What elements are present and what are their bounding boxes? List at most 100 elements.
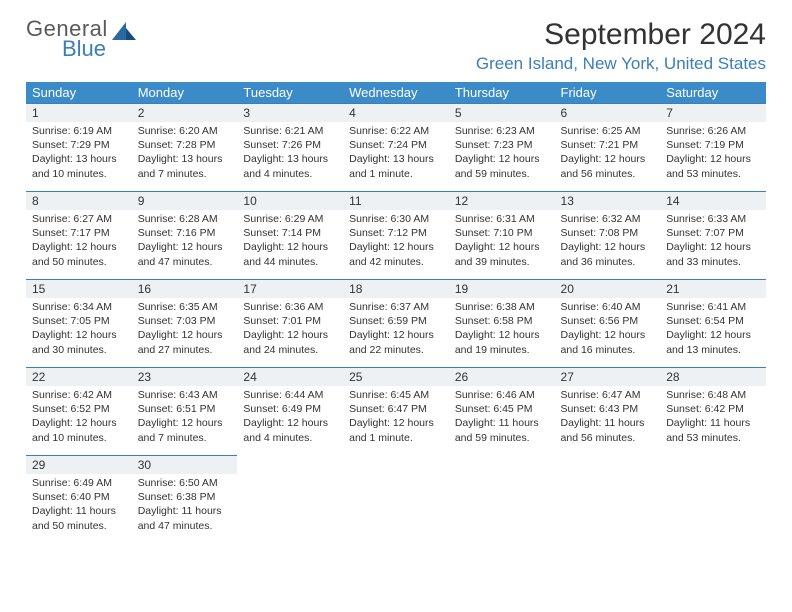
sunset-text: Sunset: 6:40 PM [32,490,126,504]
sunset-text: Sunset: 6:45 PM [455,402,549,416]
sunset-text: Sunset: 6:49 PM [243,402,337,416]
day-details: Sunrise: 6:50 AMSunset: 6:38 PMDaylight:… [132,474,238,533]
sunrise-text: Sunrise: 6:44 AM [243,388,337,402]
weekday-header: Friday [555,82,661,103]
calendar-cell: 18Sunrise: 6:37 AMSunset: 6:59 PMDayligh… [343,279,449,367]
day-cell: 29Sunrise: 6:49 AMSunset: 6:40 PMDayligh… [26,455,132,543]
calendar-cell: 29Sunrise: 6:49 AMSunset: 6:40 PMDayligh… [26,455,132,543]
day-details: Sunrise: 6:31 AMSunset: 7:10 PMDaylight:… [449,210,555,269]
calendar-cell: 26Sunrise: 6:46 AMSunset: 6:45 PMDayligh… [449,367,555,455]
calendar-cell: 24Sunrise: 6:44 AMSunset: 6:49 PMDayligh… [237,367,343,455]
day-cell: 12Sunrise: 6:31 AMSunset: 7:10 PMDayligh… [449,191,555,279]
empty-day-cell [555,455,661,543]
sunrise-text: Sunrise: 6:38 AM [455,300,549,314]
sunset-text: Sunset: 6:58 PM [455,314,549,328]
sunset-text: Sunset: 6:59 PM [349,314,443,328]
sunset-text: Sunset: 7:14 PM [243,226,337,240]
day-number: 3 [237,104,343,122]
day-number: 15 [26,280,132,298]
day-details: Sunrise: 6:47 AMSunset: 6:43 PMDaylight:… [555,386,661,445]
day-details: Sunrise: 6:44 AMSunset: 6:49 PMDaylight:… [237,386,343,445]
day-cell: 4Sunrise: 6:22 AMSunset: 7:24 PMDaylight… [343,103,449,191]
day-number: 6 [555,104,661,122]
day-details: Sunrise: 6:22 AMSunset: 7:24 PMDaylight:… [343,122,449,181]
sunset-text: Sunset: 7:12 PM [349,226,443,240]
calendar-cell: 19Sunrise: 6:38 AMSunset: 6:58 PMDayligh… [449,279,555,367]
sunset-text: Sunset: 7:07 PM [666,226,760,240]
daylight-text: Daylight: 12 hours and 44 minutes. [243,240,337,268]
day-details: Sunrise: 6:19 AMSunset: 7:29 PMDaylight:… [26,122,132,181]
day-cell: 1Sunrise: 6:19 AMSunset: 7:29 PMDaylight… [26,103,132,191]
daylight-text: Daylight: 13 hours and 4 minutes. [243,152,337,180]
day-cell: 20Sunrise: 6:40 AMSunset: 6:56 PMDayligh… [555,279,661,367]
day-number: 9 [132,192,238,210]
calendar-week-row: 22Sunrise: 6:42 AMSunset: 6:52 PMDayligh… [26,367,766,455]
day-details: Sunrise: 6:23 AMSunset: 7:23 PMDaylight:… [449,122,555,181]
sunrise-text: Sunrise: 6:34 AM [32,300,126,314]
day-cell: 24Sunrise: 6:44 AMSunset: 6:49 PMDayligh… [237,367,343,455]
weekday-header: Wednesday [343,82,449,103]
daylight-text: Daylight: 12 hours and 1 minute. [349,416,443,444]
day-number: 30 [132,456,238,474]
day-number: 20 [555,280,661,298]
calendar-week-row: 29Sunrise: 6:49 AMSunset: 6:40 PMDayligh… [26,455,766,543]
day-cell: 21Sunrise: 6:41 AMSunset: 6:54 PMDayligh… [660,279,766,367]
sunrise-text: Sunrise: 6:36 AM [243,300,337,314]
daylight-text: Daylight: 12 hours and 30 minutes. [32,328,126,356]
day-number: 27 [555,368,661,386]
calendar-cell [555,455,661,543]
logo: General Blue [26,18,138,60]
sunset-text: Sunset: 7:10 PM [455,226,549,240]
day-details: Sunrise: 6:38 AMSunset: 6:58 PMDaylight:… [449,298,555,357]
day-details: Sunrise: 6:33 AMSunset: 7:07 PMDaylight:… [660,210,766,269]
daylight-text: Daylight: 11 hours and 56 minutes. [561,416,655,444]
sunset-text: Sunset: 6:47 PM [349,402,443,416]
day-details: Sunrise: 6:21 AMSunset: 7:26 PMDaylight:… [237,122,343,181]
day-details: Sunrise: 6:29 AMSunset: 7:14 PMDaylight:… [237,210,343,269]
day-cell: 26Sunrise: 6:46 AMSunset: 6:45 PMDayligh… [449,367,555,455]
sunset-text: Sunset: 7:28 PM [138,138,232,152]
calendar-cell [449,455,555,543]
daylight-text: Daylight: 12 hours and 19 minutes. [455,328,549,356]
calendar-cell: 27Sunrise: 6:47 AMSunset: 6:43 PMDayligh… [555,367,661,455]
day-details: Sunrise: 6:41 AMSunset: 6:54 PMDaylight:… [660,298,766,357]
calendar-cell: 13Sunrise: 6:32 AMSunset: 7:08 PMDayligh… [555,191,661,279]
sunrise-text: Sunrise: 6:27 AM [32,212,126,226]
day-cell: 11Sunrise: 6:30 AMSunset: 7:12 PMDayligh… [343,191,449,279]
page-title: September 2024 [476,18,766,52]
day-cell: 10Sunrise: 6:29 AMSunset: 7:14 PMDayligh… [237,191,343,279]
calendar-cell: 17Sunrise: 6:36 AMSunset: 7:01 PMDayligh… [237,279,343,367]
weekday-header: Saturday [660,82,766,103]
sunrise-text: Sunrise: 6:22 AM [349,124,443,138]
day-cell: 2Sunrise: 6:20 AMSunset: 7:28 PMDaylight… [132,103,238,191]
day-details: Sunrise: 6:37 AMSunset: 6:59 PMDaylight:… [343,298,449,357]
day-number: 4 [343,104,449,122]
day-details: Sunrise: 6:35 AMSunset: 7:03 PMDaylight:… [132,298,238,357]
calendar-cell: 1Sunrise: 6:19 AMSunset: 7:29 PMDaylight… [26,103,132,191]
daylight-text: Daylight: 12 hours and 13 minutes. [666,328,760,356]
calendar-cell: 22Sunrise: 6:42 AMSunset: 6:52 PMDayligh… [26,367,132,455]
sunset-text: Sunset: 6:43 PM [561,402,655,416]
sunrise-text: Sunrise: 6:50 AM [138,476,232,490]
calendar-cell: 4Sunrise: 6:22 AMSunset: 7:24 PMDaylight… [343,103,449,191]
daylight-text: Daylight: 12 hours and 22 minutes. [349,328,443,356]
calendar-cell [660,455,766,543]
day-details: Sunrise: 6:32 AMSunset: 7:08 PMDaylight:… [555,210,661,269]
day-number: 18 [343,280,449,298]
calendar-cell: 9Sunrise: 6:28 AMSunset: 7:16 PMDaylight… [132,191,238,279]
calendar-cell: 25Sunrise: 6:45 AMSunset: 6:47 PMDayligh… [343,367,449,455]
sunrise-text: Sunrise: 6:30 AM [349,212,443,226]
calendar-cell: 10Sunrise: 6:29 AMSunset: 7:14 PMDayligh… [237,191,343,279]
calendar-cell: 6Sunrise: 6:25 AMSunset: 7:21 PMDaylight… [555,103,661,191]
sunrise-text: Sunrise: 6:32 AM [561,212,655,226]
calendar-cell: 3Sunrise: 6:21 AMSunset: 7:26 PMDaylight… [237,103,343,191]
day-number: 10 [237,192,343,210]
day-cell: 3Sunrise: 6:21 AMSunset: 7:26 PMDaylight… [237,103,343,191]
calendar-cell: 2Sunrise: 6:20 AMSunset: 7:28 PMDaylight… [132,103,238,191]
day-details: Sunrise: 6:48 AMSunset: 6:42 PMDaylight:… [660,386,766,445]
calendar-table: Sunday Monday Tuesday Wednesday Thursday… [26,82,766,543]
day-details: Sunrise: 6:42 AMSunset: 6:52 PMDaylight:… [26,386,132,445]
logo-text: General Blue [26,18,108,60]
sunset-text: Sunset: 7:24 PM [349,138,443,152]
day-number: 12 [449,192,555,210]
